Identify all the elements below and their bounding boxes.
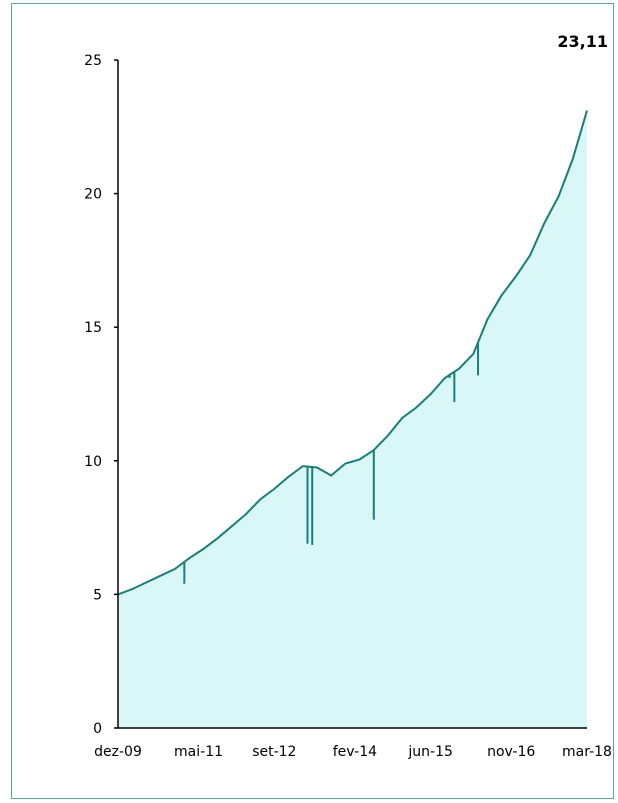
x-tick-label: dez-09 xyxy=(94,744,142,760)
x-tick-label: fev-14 xyxy=(333,744,377,760)
last-value-label: 23,11 xyxy=(557,32,608,51)
y-tick-label: 5 xyxy=(93,587,102,603)
y-tick-label: 20 xyxy=(84,187,102,203)
y-tick-label: 10 xyxy=(84,454,102,470)
chart-frame xyxy=(11,3,614,799)
x-tick-label: nov-16 xyxy=(487,744,535,760)
x-tick-label: mai-11 xyxy=(174,744,223,760)
series-area xyxy=(118,110,587,728)
y-tick-label: 0 xyxy=(93,721,102,737)
x-tick-label: set-12 xyxy=(252,744,296,760)
x-tick-label: mar-18 xyxy=(562,744,612,760)
y-tick-label: 15 xyxy=(84,320,102,336)
x-tick-label: jun-15 xyxy=(407,744,453,760)
series-line xyxy=(117,110,588,596)
y-tick-label: 25 xyxy=(84,53,102,69)
